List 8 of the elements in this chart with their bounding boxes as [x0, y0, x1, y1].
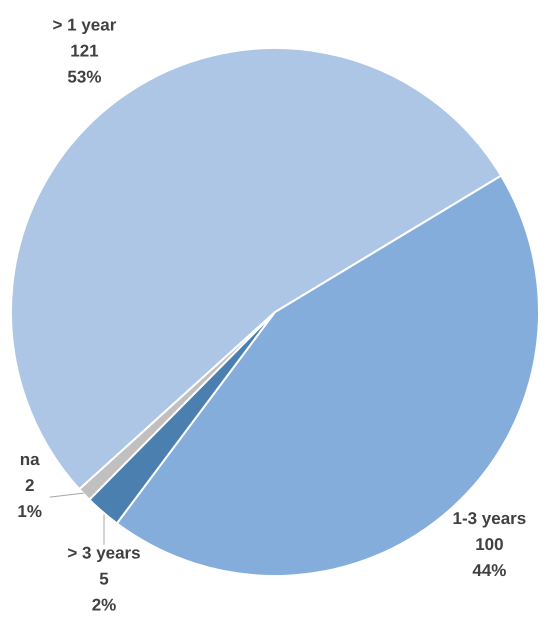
slice-label: > 1 year — [52, 16, 117, 35]
slice-label: na — [20, 450, 40, 470]
slice-label: 1-3 years — [452, 508, 526, 528]
data-label: 5 2% — [92, 570, 116, 615]
data-label: 121 53% — [67, 42, 102, 87]
data-label: 2 1% — [17, 476, 42, 522]
data-label: 100 44% — [472, 534, 506, 580]
slice-label: > 3 years — [67, 544, 141, 563]
